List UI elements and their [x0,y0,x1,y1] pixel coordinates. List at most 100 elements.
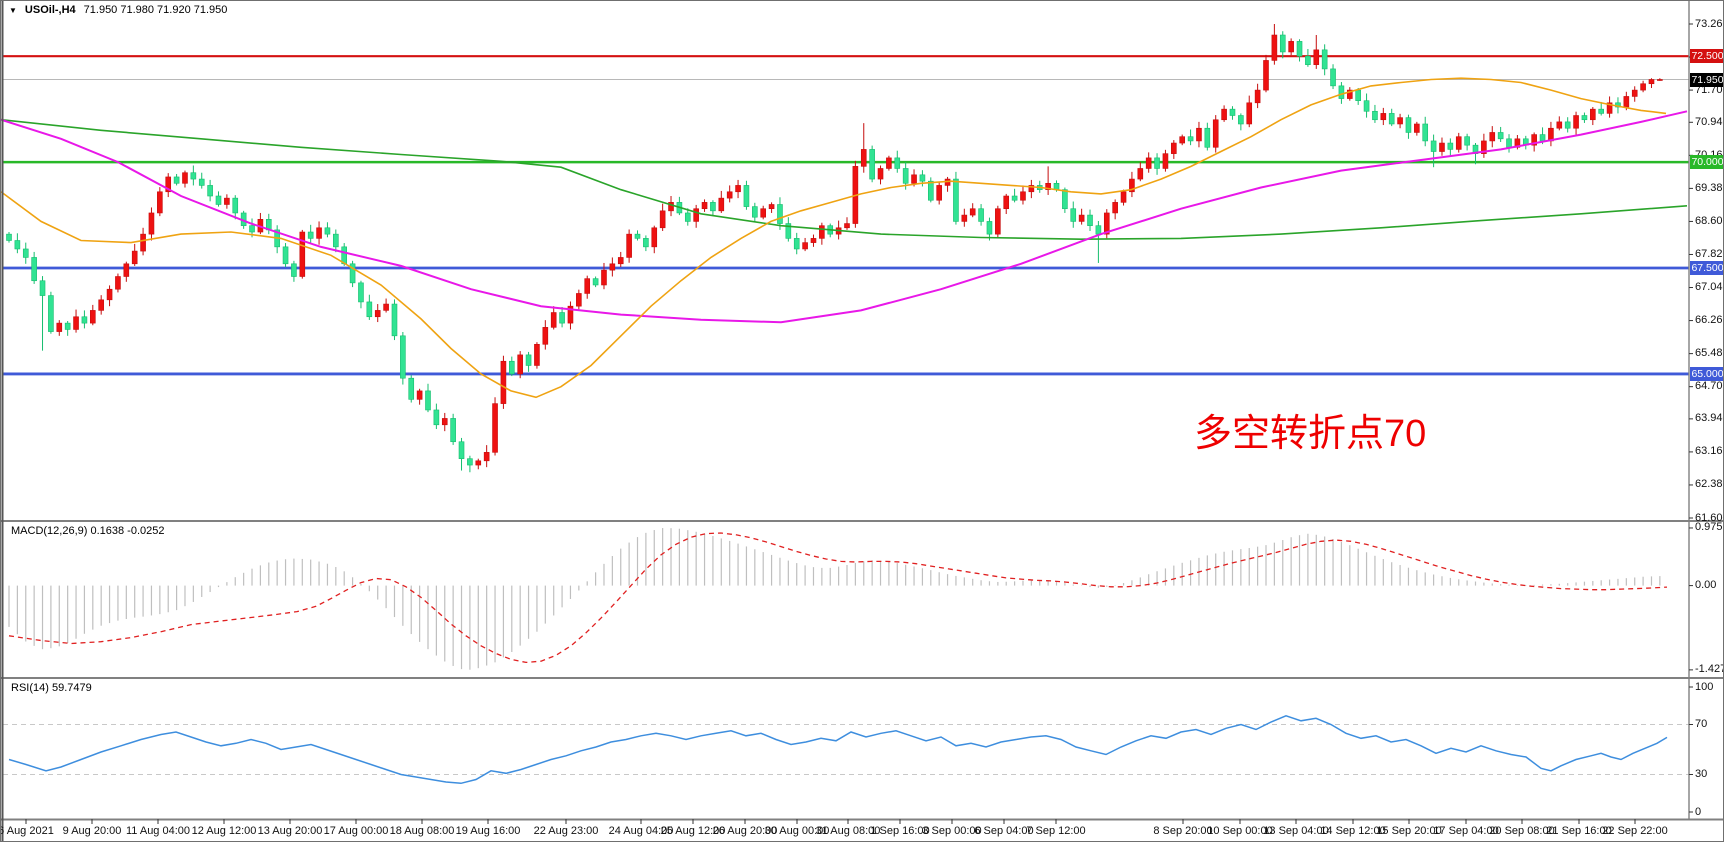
candle-body [1129,178,1135,193]
ohlc-values: 71.950 71.980 71.920 71.950 [83,4,228,16]
candle-body [1238,115,1244,125]
candle-body [1388,113,1395,125]
candle-body [1011,195,1018,201]
candle-body [157,191,163,214]
candle-body [911,174,917,184]
time-axis-label: 17 Aug 00:00 [323,825,389,837]
candle-body [131,250,138,265]
candle-body [902,168,909,184]
rsi-tick-label: 100 [1695,680,1714,693]
candle-body [1321,49,1328,70]
candle-body [651,227,658,248]
candle-body [743,185,750,207]
candle-body [659,210,666,229]
candle-body [927,180,934,201]
candle-body [56,322,63,332]
candle-body [249,225,255,233]
candle-body [1581,115,1588,121]
candle-body [1489,132,1496,142]
candle-body [81,316,88,324]
time-axis-label: 20 Sep 08:00 [1489,825,1555,837]
time-axis-label: 25 Aug 12:00 [660,825,726,837]
candle-body [576,293,582,307]
candle-body [198,178,205,186]
candle-body [73,316,79,330]
macd-signal-line [8,532,1668,664]
candle-body [1464,136,1470,146]
candle-body [1648,79,1655,85]
candle-body [995,208,1001,235]
candle-body [517,354,523,375]
candle-body [1095,225,1102,235]
candle-body [810,238,817,243]
candle-body [366,301,373,318]
candle-body [735,185,741,193]
candle-body [869,149,875,180]
macd-tick-label: 0.9759 [1695,521,1723,534]
candle-body [1246,102,1253,125]
candle-body [643,238,649,248]
rsi-indicator-label: RSI(14) 59.7479 [11,682,92,694]
candle-body [316,227,322,239]
price-badge: 67.500 [1690,261,1724,276]
time-axis-label: 8 Sep 20:00 [1153,825,1213,837]
candle-body [64,322,71,330]
candle-body [726,191,733,199]
candle-body [684,212,691,222]
price-badge: 71.950 [1690,72,1724,87]
time-axis-label: 19 Aug 16:00 [455,825,521,837]
candle-body [508,360,515,375]
candle-body [1313,49,1320,65]
candle-body [1162,153,1169,169]
candle-body [1539,134,1546,142]
candle-body [1271,34,1278,61]
candle-body [1363,100,1370,112]
candle-body [1171,142,1177,154]
candle-body [1414,123,1420,133]
ma-fast-orange [1,77,1667,399]
candle-body [1112,202,1118,214]
candle-body [710,202,716,212]
candle-body [6,233,12,241]
candle-body [1590,108,1596,121]
candle-body [793,238,800,250]
candle-body [165,176,172,193]
candle-body [1372,110,1378,121]
time-axis-label: 13 Aug 20:00 [257,825,323,837]
candle-body [115,276,121,290]
candle-body [1137,168,1144,180]
candle-body [1070,208,1077,222]
candle-body [1422,123,1429,142]
candle-body [1439,142,1445,152]
candle-body [190,172,197,180]
time-axis-label: 9 Aug 20:00 [62,825,122,837]
candle-body [1506,138,1512,148]
candle-body [668,202,674,212]
candle-body [601,269,607,286]
price-badge: 65.000 [1690,366,1724,381]
ma-slow-green [1,118,1688,241]
price-tick-label: 61.600 [1695,511,1723,524]
candle-body [752,206,758,218]
candle-body [500,360,507,404]
candle-body [492,403,498,453]
candle-body [936,185,942,201]
time-axis-label: 21 Sep 16:00 [1546,825,1612,837]
rsi-tick-label: 70 [1695,718,1708,730]
price-tick-label: 62.380 [1695,478,1723,491]
time-axis-label: 12 Aug 12:00 [191,825,257,837]
candle-body [1229,108,1236,116]
candle-body [1305,55,1311,65]
candle-body [542,327,549,345]
candle-body [48,295,54,332]
candle-body [106,288,113,301]
candle-body [1045,183,1051,190]
candle-body [567,305,574,324]
candle-body [953,178,959,222]
candle-body [1623,96,1630,108]
candle-body [140,233,146,252]
candle-body [844,223,850,229]
candle-body [877,168,884,180]
